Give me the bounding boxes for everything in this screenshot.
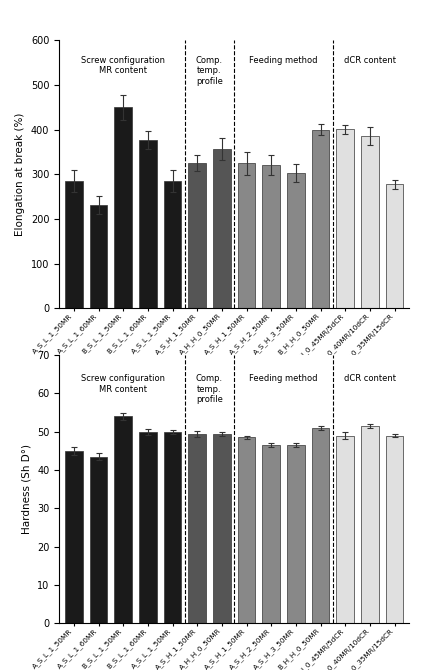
Bar	[65, 181, 83, 308]
Bar	[65, 451, 83, 623]
Bar	[213, 433, 231, 623]
Bar	[238, 438, 255, 623]
Bar	[361, 136, 379, 308]
Bar	[238, 163, 255, 308]
Bar	[386, 436, 403, 623]
Text: Comp.
temp.
profile: Comp. temp. profile	[196, 375, 223, 404]
Text: dCR content: dCR content	[344, 375, 396, 383]
Text: (b): (b)	[223, 397, 246, 411]
Text: Comp.
temp.
profile: Comp. temp. profile	[196, 56, 223, 86]
Bar	[386, 184, 403, 308]
Bar	[262, 165, 280, 308]
Text: Feeding method: Feeding method	[249, 56, 318, 65]
Bar	[287, 445, 305, 623]
Bar	[89, 204, 108, 308]
Y-axis label: Hardness (Sh D°): Hardness (Sh D°)	[22, 444, 31, 534]
Bar	[312, 428, 330, 623]
Text: Feeding method: Feeding method	[249, 375, 318, 383]
Bar	[114, 107, 132, 308]
Bar	[287, 173, 305, 308]
Bar	[164, 181, 181, 308]
Text: Screw configuration
MR content: Screw configuration MR content	[81, 375, 165, 394]
Bar	[139, 140, 157, 308]
Bar	[262, 445, 280, 623]
Bar	[336, 436, 354, 623]
Y-axis label: Elongation at break (%): Elongation at break (%)	[15, 113, 25, 236]
Bar	[164, 431, 181, 623]
Bar	[89, 456, 108, 623]
Text: Screw configuration
MR content: Screw configuration MR content	[81, 56, 165, 75]
Bar	[114, 416, 132, 623]
Bar	[336, 129, 354, 308]
Bar	[361, 426, 379, 623]
Bar	[188, 433, 206, 623]
Bar	[188, 163, 206, 308]
Bar	[139, 431, 157, 623]
Text: dCR content: dCR content	[344, 56, 396, 65]
Bar	[312, 129, 330, 308]
Bar	[213, 149, 231, 308]
